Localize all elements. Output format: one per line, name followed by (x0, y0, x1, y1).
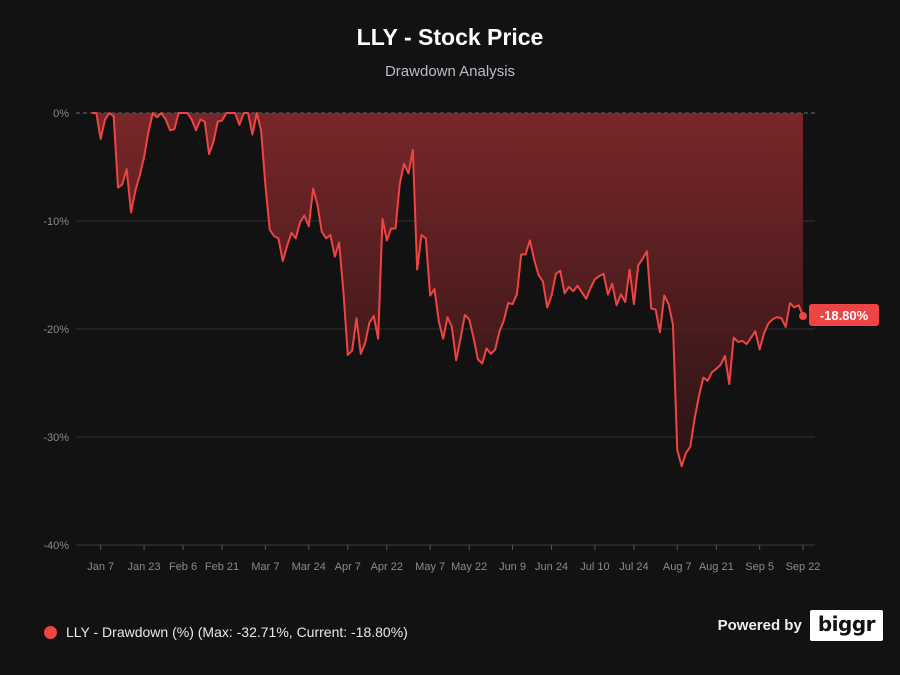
drawdown-area (92, 113, 803, 467)
y-tick-label: -20% (43, 324, 69, 336)
x-tick-label: Feb 6 (169, 561, 197, 573)
x-tick-label: Mar 24 (292, 561, 326, 573)
x-tick-label: Sep 5 (745, 561, 774, 573)
x-tick-label: Jun 9 (499, 561, 526, 573)
chart-subtitle: Drawdown Analysis (384, 63, 516, 80)
x-tick-label: Mar 7 (251, 561, 279, 573)
y-tick-label: -10% (43, 216, 69, 228)
biggr-logo[interactable]: biggr (809, 610, 883, 641)
x-tick-label: Jan 7 (87, 561, 114, 573)
x-tick-label: Aug 21 (699, 561, 734, 573)
powered-by: Powered by biggr (718, 610, 883, 641)
x-tick-label: May 22 (451, 561, 487, 573)
chart-legend[interactable]: LLY - Drawdown (%) (Max: -32.71%, Curren… (44, 624, 408, 640)
x-tick-label: May 7 (415, 561, 445, 573)
x-tick-label: Jan 23 (128, 561, 161, 573)
chart-title: LLY - Stock Price (356, 24, 544, 50)
x-tick-label: Apr 7 (335, 561, 361, 573)
x-tick-label: Aug 7 (663, 561, 692, 573)
y-tick-label: -30% (43, 432, 69, 444)
powered-by-label: Powered by (717, 617, 802, 634)
x-tick-label: Jul 10 (580, 561, 609, 573)
legend-label: LLY - Drawdown (%) (Max: -32.71%, Curren… (66, 624, 408, 640)
x-tick-label: Sep 22 (786, 561, 821, 573)
drawdown-line (92, 112, 804, 468)
current-value-label: -18.80% (820, 308, 869, 323)
current-value-badge (809, 304, 879, 327)
x-tick-label: Jun 24 (535, 561, 568, 573)
y-tick-label: -40% (43, 540, 69, 552)
x-tick-label: Jul 24 (619, 561, 648, 573)
x-tick-label: Apr 22 (371, 561, 403, 573)
legend-marker (44, 625, 57, 639)
x-tick-label: Feb 21 (205, 561, 239, 573)
current-value-marker (799, 312, 807, 321)
y-tick-label: 0% (53, 108, 69, 120)
